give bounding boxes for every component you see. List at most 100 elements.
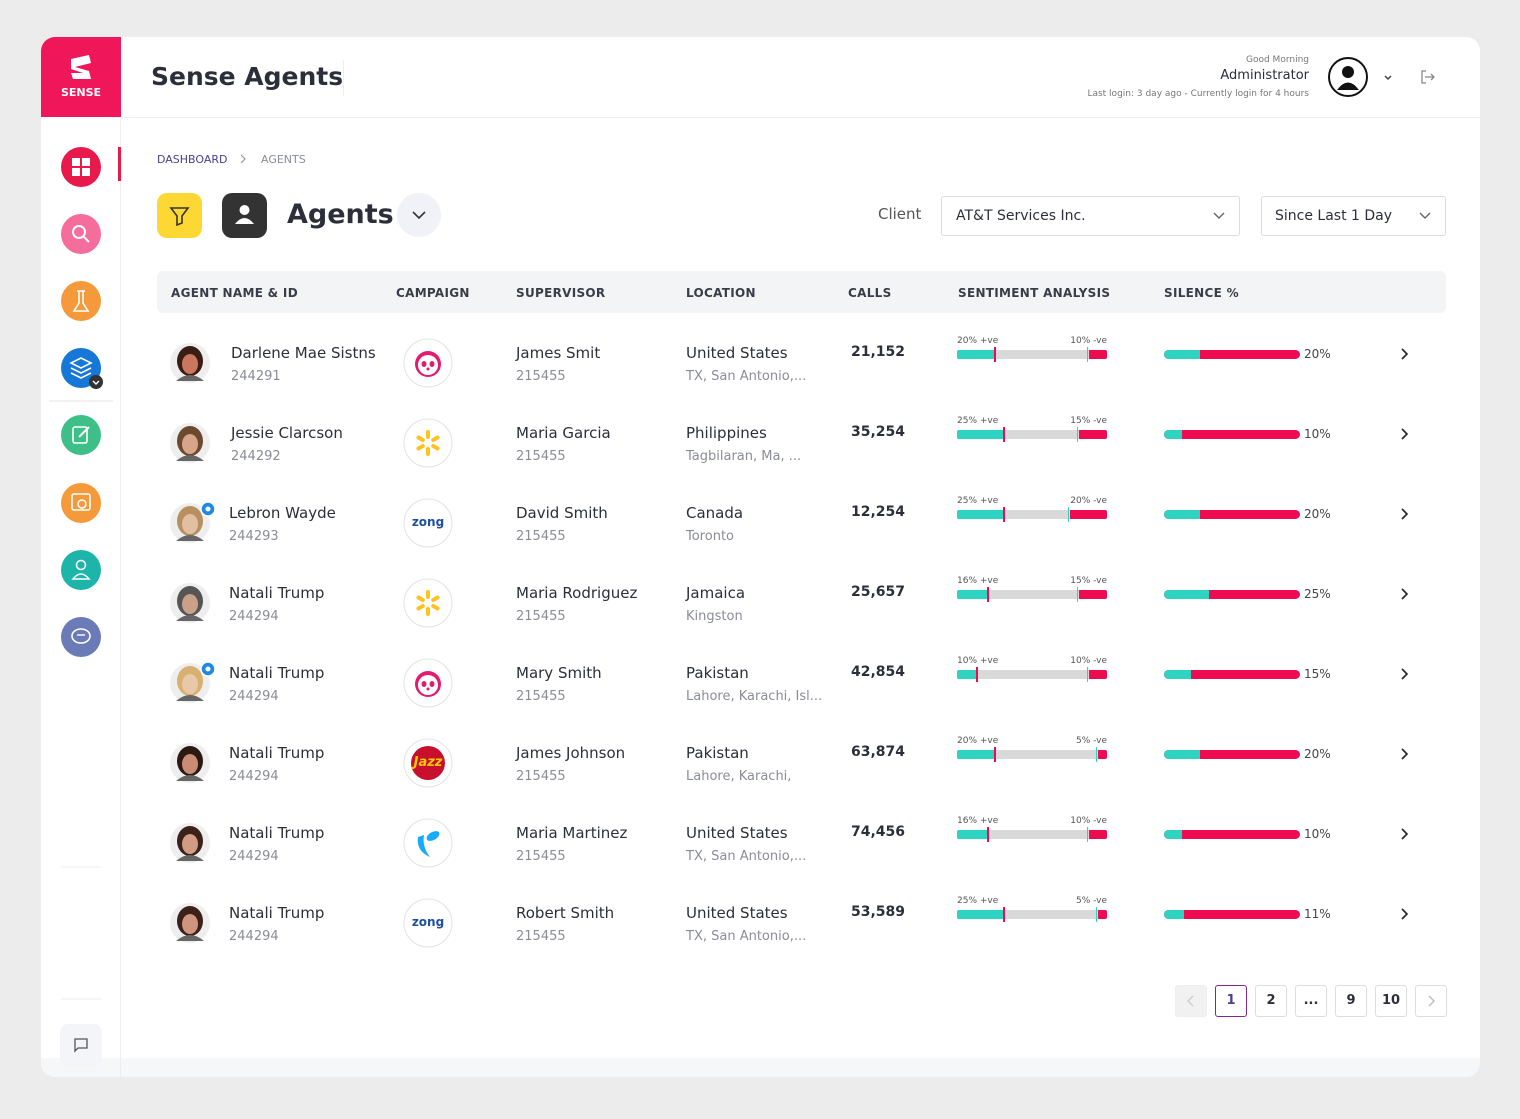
sentiment-track [957, 750, 1107, 759]
agent-name: Jessie Clarcson [231, 424, 343, 442]
agent-avatar [170, 823, 210, 863]
row-open[interactable] [1400, 508, 1410, 520]
support-chat[interactable] [60, 1024, 102, 1066]
supervisor-name: David Smith [516, 504, 608, 522]
location-country: Pakistan [686, 744, 749, 762]
table-header [157, 271, 1446, 313]
logout[interactable] [1421, 70, 1435, 84]
nav-users[interactable] [61, 550, 101, 590]
silence-track [1164, 750, 1300, 759]
location-city: Tagbilaran, Ma, ... [686, 449, 802, 464]
breadcrumb-separator [240, 154, 246, 164]
agent-avatar [170, 501, 216, 543]
positive-label: 20% +ve [957, 336, 999, 346]
column-header: AGENT NAME & ID [171, 286, 298, 300]
page-button[interactable]: ... [1295, 985, 1327, 1017]
sentiment-track [957, 590, 1107, 599]
row-open[interactable] [1400, 668, 1410, 680]
supervisor-name: Maria Garcia [516, 424, 611, 442]
silence-bar [1164, 750, 1200, 759]
campaign-name: zong [411, 915, 445, 929]
row-open[interactable] [1400, 908, 1410, 920]
calls: 42,854 [851, 664, 906, 680]
campaign-logo [403, 418, 453, 468]
negative-bar [1097, 750, 1107, 759]
agents-icon [222, 193, 267, 238]
campaign-name: Jazz [413, 755, 443, 770]
row-open[interactable] [1400, 588, 1410, 600]
page-button[interactable]: 9 [1335, 985, 1367, 1017]
silence-label: 15% [1304, 667, 1331, 681]
positive-label: 25% +ve [957, 496, 999, 506]
avatar[interactable] [1328, 57, 1368, 97]
negative-label: 20% -ve [1070, 496, 1107, 506]
negative-label: 15% -ve [1070, 416, 1107, 426]
positive-label: 25% +ve [957, 416, 999, 426]
filter-button[interactable] [157, 193, 202, 238]
positive-bar [957, 350, 994, 359]
positive-marker [994, 747, 996, 762]
nav-search[interactable] [61, 214, 101, 254]
page-button[interactable]: 2 [1255, 985, 1287, 1017]
silence-label: 10% [1304, 827, 1331, 841]
negative-marker [1086, 347, 1088, 362]
agent-name: Natali Trump [229, 664, 325, 682]
calls: 25,657 [851, 584, 906, 600]
agents-dropdown[interactable] [397, 193, 441, 237]
row-open[interactable] [1400, 348, 1410, 360]
row-open[interactable] [1400, 828, 1410, 840]
location-city: Toronto [686, 529, 734, 544]
sentiment-track [957, 910, 1107, 919]
row-open[interactable] [1400, 428, 1410, 440]
silence-bar [1164, 670, 1191, 679]
nav-chat[interactable] [61, 617, 101, 657]
user-menu-toggle[interactable] [1384, 75, 1392, 81]
positive-label: 10% +ve [957, 656, 999, 666]
logo[interactable]: SENSE [41, 37, 121, 117]
client-value: AT&T Services Inc. [956, 208, 1086, 224]
agent-avatar [170, 661, 216, 703]
location-country: Philippines [686, 424, 767, 442]
page-button[interactable]: 10 [1375, 985, 1407, 1017]
silence-track [1164, 910, 1300, 919]
supervisor-id: 215455 [516, 929, 566, 944]
nav-review[interactable] [61, 483, 101, 523]
supervisor-id: 215455 [516, 529, 566, 544]
negative-marker [1095, 907, 1097, 922]
silence-bar [1164, 830, 1182, 839]
period-select[interactable]: Since Last 1 Day [1261, 196, 1446, 236]
breadcrumb-link[interactable]: DASHBOARD [157, 153, 228, 166]
negative-bar [1088, 830, 1107, 839]
page-button[interactable]: 1 [1215, 985, 1247, 1017]
nav-lab[interactable] [61, 281, 101, 321]
user-controls [1328, 57, 1435, 97]
positive-marker [994, 347, 996, 362]
location-country: United States [686, 904, 788, 922]
silence-label: 11% [1304, 907, 1331, 921]
app-card [41, 37, 1480, 1077]
silence-track [1164, 590, 1300, 599]
page-prev[interactable] [1175, 985, 1207, 1017]
row-open[interactable] [1400, 748, 1410, 760]
column-header: CAMPAIGN [396, 286, 470, 300]
breadcrumb-current: AGENTS [261, 153, 306, 166]
supervisor-name: James Smit [516, 344, 601, 362]
positive-label: 16% +ve [957, 576, 999, 586]
negative-marker [1086, 667, 1088, 682]
page-next[interactable] [1415, 985, 1447, 1017]
page-title: Agents [287, 199, 394, 230]
nav-dashboard[interactable] [61, 147, 101, 187]
positive-label: 25% +ve [957, 896, 999, 906]
positive-bar [957, 670, 976, 679]
nav-layers[interactable] [61, 348, 103, 389]
positive-bar [957, 590, 987, 599]
client-select[interactable]: AT&T Services Inc. [941, 196, 1240, 236]
silence-label: 20% [1304, 347, 1331, 361]
location-city: Lahore, Karachi, Isl... [686, 689, 823, 704]
nav-edit[interactable] [61, 415, 101, 455]
silence-label: 20% [1304, 747, 1331, 761]
campaign-logo [403, 898, 453, 948]
calls: 74,456 [851, 824, 906, 840]
agent-id: 244293 [229, 529, 279, 544]
agent-name: Natali Trump [229, 824, 325, 842]
